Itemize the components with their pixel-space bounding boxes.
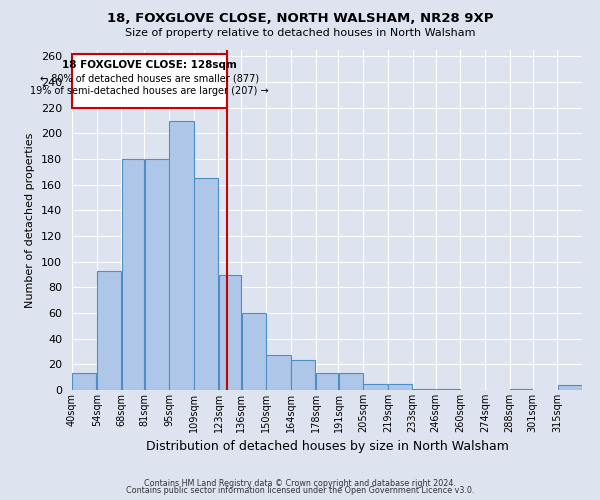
X-axis label: Distribution of detached houses by size in North Walsham: Distribution of detached houses by size … (146, 440, 508, 454)
Bar (72, 374, 97, 390)
Bar (194, 178, 218, 390)
Bar (316, 374, 338, 390)
Text: Contains public sector information licensed under the Open Government Licence v3: Contains public sector information licen… (126, 486, 474, 495)
Text: Contains HM Land Registry data © Crown copyright and database right 2024.: Contains HM Land Registry data © Crown c… (144, 478, 456, 488)
Bar (510, 388, 532, 390)
Bar (364, 384, 388, 390)
Y-axis label: Number of detached properties: Number of detached properties (25, 132, 35, 308)
Bar (122, 159, 144, 390)
Bar (291, 360, 315, 390)
Text: 19% of semi-detached houses are larger (207) →: 19% of semi-detached houses are larger (… (31, 86, 269, 96)
Bar (145, 159, 169, 390)
Bar (266, 356, 290, 390)
Bar (436, 388, 460, 390)
Bar (339, 374, 363, 390)
Text: ← 80% of detached houses are smaller (877): ← 80% of detached houses are smaller (87… (40, 73, 259, 83)
Text: 18, FOXGLOVE CLOSE, NORTH WALSHAM, NR28 9XP: 18, FOXGLOVE CLOSE, NORTH WALSHAM, NR28 … (107, 12, 493, 26)
Text: 18 FOXGLOVE CLOSE: 128sqm: 18 FOXGLOVE CLOSE: 128sqm (62, 60, 237, 70)
Text: Size of property relative to detached houses in North Walsham: Size of property relative to detached ho… (125, 28, 475, 38)
Bar (169, 120, 194, 390)
Bar (242, 313, 266, 390)
FancyBboxPatch shape (72, 54, 227, 108)
Bar (218, 274, 241, 390)
Bar (413, 388, 435, 390)
Bar (557, 385, 582, 390)
Bar (388, 384, 412, 390)
Bar (97, 270, 121, 390)
